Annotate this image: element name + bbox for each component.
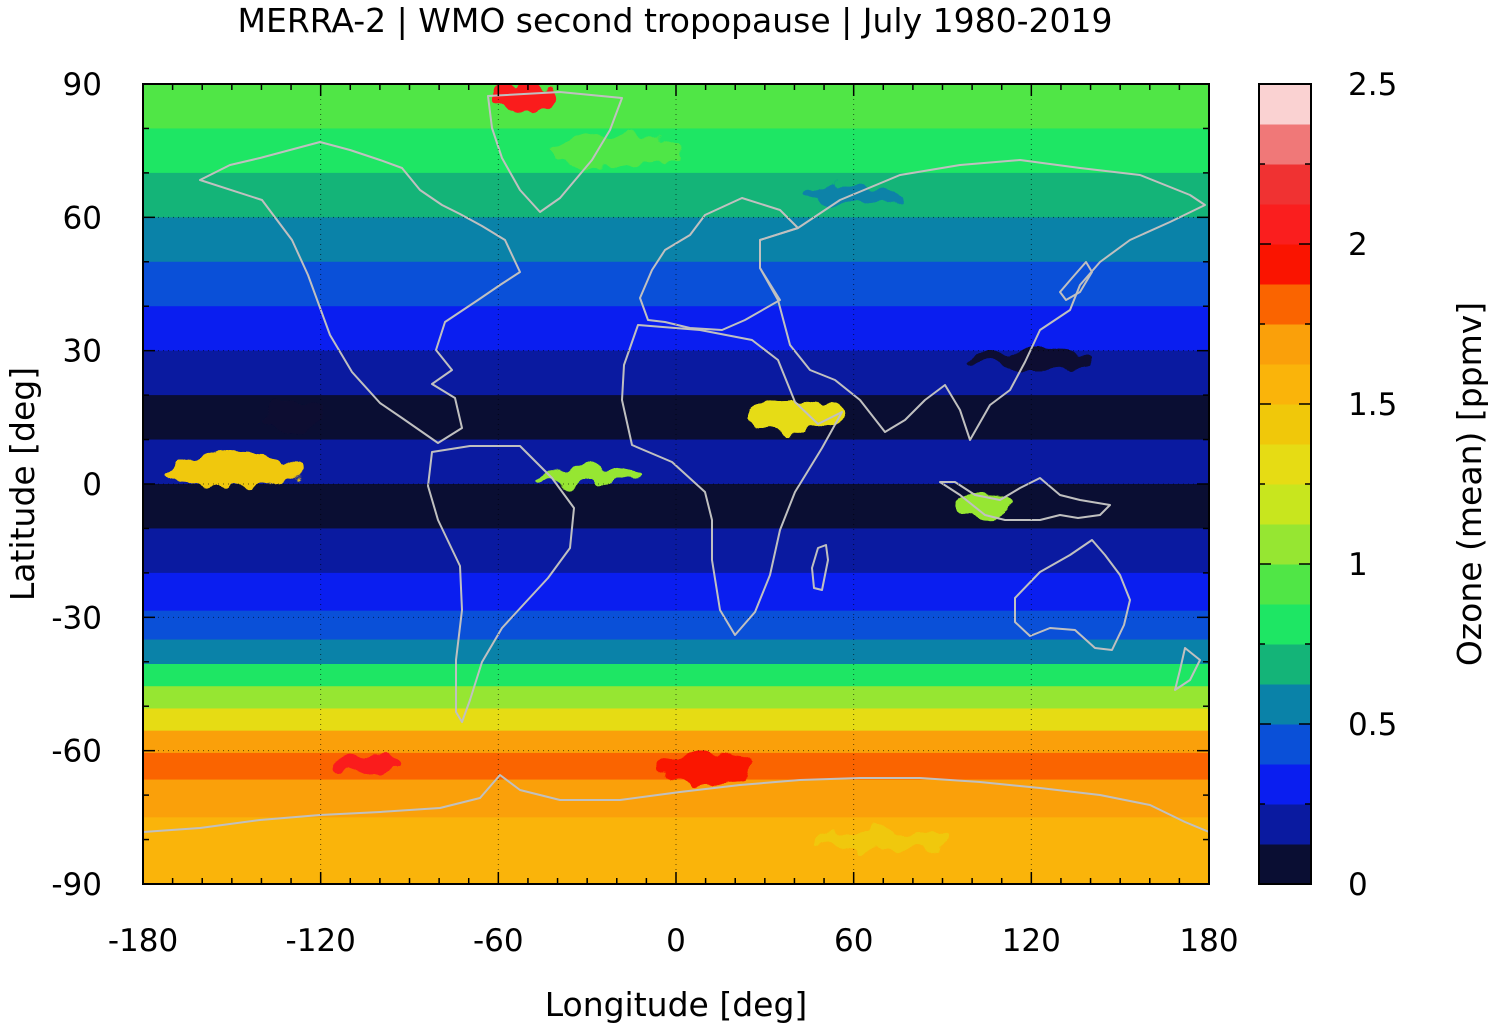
colorbar-tick-label: 2: [1348, 227, 1368, 263]
colorbar-swatch: [1259, 324, 1311, 365]
heatmap-band: [143, 528, 1209, 574]
coastline-south-america: [427, 445, 575, 723]
heatmap-band: [143, 610, 1209, 641]
coastline-indonesia: [939, 477, 1111, 521]
colorbar-swatch: [1259, 444, 1311, 485]
colorbar-swatch: [1259, 484, 1311, 525]
coastline-asia: [759, 159, 1206, 441]
colorbar-tick-label: 2.5: [1348, 67, 1397, 103]
chart-title: MERRA-2 | WMO second tropopause | July 1…: [238, 1, 1113, 40]
x-axis-label: Longitude [deg]: [545, 985, 808, 1024]
colorbar-label: Ozone (mean) [ppmv]: [1450, 302, 1489, 666]
coastline-north-america: [199, 141, 521, 444]
colorbar-swatch: [1259, 244, 1311, 285]
heatmap-band: [143, 730, 1209, 754]
y-tick-label: -60: [51, 734, 102, 770]
heatmap-anomaly: [817, 829, 950, 850]
grid-lines: [143, 84, 1209, 884]
colorbar-tick-labels: 0 0.5 1 1.5 2 2.5: [1348, 67, 1397, 903]
x-tick-label: 180: [1179, 923, 1238, 959]
coastline-africa: [621, 324, 843, 636]
colorbar-swatch: [1259, 844, 1311, 885]
colorbar-swatch: [1259, 764, 1311, 805]
anomaly-patches: [165, 84, 1098, 850]
colorbar-frame: [1258, 83, 1312, 885]
heatmap-anomaly: [261, 401, 322, 434]
heatmap-band: [143, 686, 1209, 710]
heatmap-anomaly: [165, 454, 298, 487]
colorbar-swatch: [1259, 524, 1311, 565]
colorbar-swatch: [1259, 644, 1311, 685]
colorbar-swatch: [1259, 724, 1311, 765]
heatmap-band: [143, 664, 1209, 687]
coastline-antarctica: [143, 774, 1209, 833]
heatmap-anomaly: [746, 401, 843, 434]
x-tick-label: 0: [666, 923, 686, 959]
y-tick-label: -90: [51, 867, 102, 903]
coastline-greenland: [487, 91, 623, 213]
colorbar-swatch: [1259, 364, 1311, 405]
colorbar-tick-label: 0.5: [1348, 707, 1397, 743]
coastline-new-zealand: [1174, 647, 1201, 691]
colorbar-swatch: [1259, 164, 1311, 205]
colorbar-swatch: [1259, 804, 1311, 845]
colorbar-swatch: [1259, 604, 1311, 645]
colorbar-tick-label: 1: [1348, 547, 1368, 583]
y-axis-label: Latitude [deg]: [3, 367, 42, 601]
y-tick-label: 0: [82, 467, 102, 503]
colorbar-swatch: [1259, 404, 1311, 445]
colorbar-swatch: [1259, 124, 1311, 165]
coastline-australia: [1014, 539, 1131, 651]
colorbar-swatch: [1259, 684, 1311, 725]
coastline-outlines: [143, 91, 1209, 833]
heatmap-band: [143, 439, 1209, 485]
heatmap-anomaly: [657, 752, 754, 785]
y-tick-label: 90: [63, 67, 102, 103]
x-tick-label: -120: [286, 923, 356, 959]
y-tick-label: 30: [63, 334, 102, 370]
heatmap-band: [143, 484, 1209, 530]
colorbar: [1259, 84, 1311, 885]
heatmap-anomaly: [550, 134, 683, 167]
heatmap-anomaly: [956, 496, 1017, 517]
colorbar-swatch: [1259, 284, 1311, 325]
heatmap-band: [143, 639, 1209, 665]
coastline-japan: [1059, 261, 1093, 301]
x-tick-label: -60: [473, 923, 524, 959]
colorbar-tick-label: 0: [1348, 867, 1368, 903]
x-tick-labels: -180 -120 -60 0 60 120 180: [108, 923, 1239, 959]
y-tick-label: 60: [63, 200, 102, 236]
y-tick-labels: 90 60 30 0 -30 -60 -90: [51, 67, 102, 903]
coastline-madagascar: [811, 544, 829, 591]
colorbar-swatch: [1259, 564, 1311, 605]
colorbar-swatch: [1259, 204, 1311, 245]
heatmap-anomaly: [497, 84, 558, 114]
x-tick-label: -180: [108, 923, 178, 959]
colorbar-tick-label: 1.5: [1348, 387, 1397, 423]
x-tick-label: 60: [834, 923, 873, 959]
heatmap-band: [143, 779, 1209, 818]
colorbar-swatch: [1259, 84, 1311, 125]
plot-frame: [142, 83, 1210, 885]
heatmap-anomaly: [539, 465, 636, 486]
y-tick-label: -30: [51, 600, 102, 636]
heatmap-band: [143, 572, 1209, 612]
x-tick-label: 120: [1002, 923, 1061, 959]
heatmap-anomaly: [335, 754, 396, 774]
heatmap-band: [143, 172, 1209, 218]
